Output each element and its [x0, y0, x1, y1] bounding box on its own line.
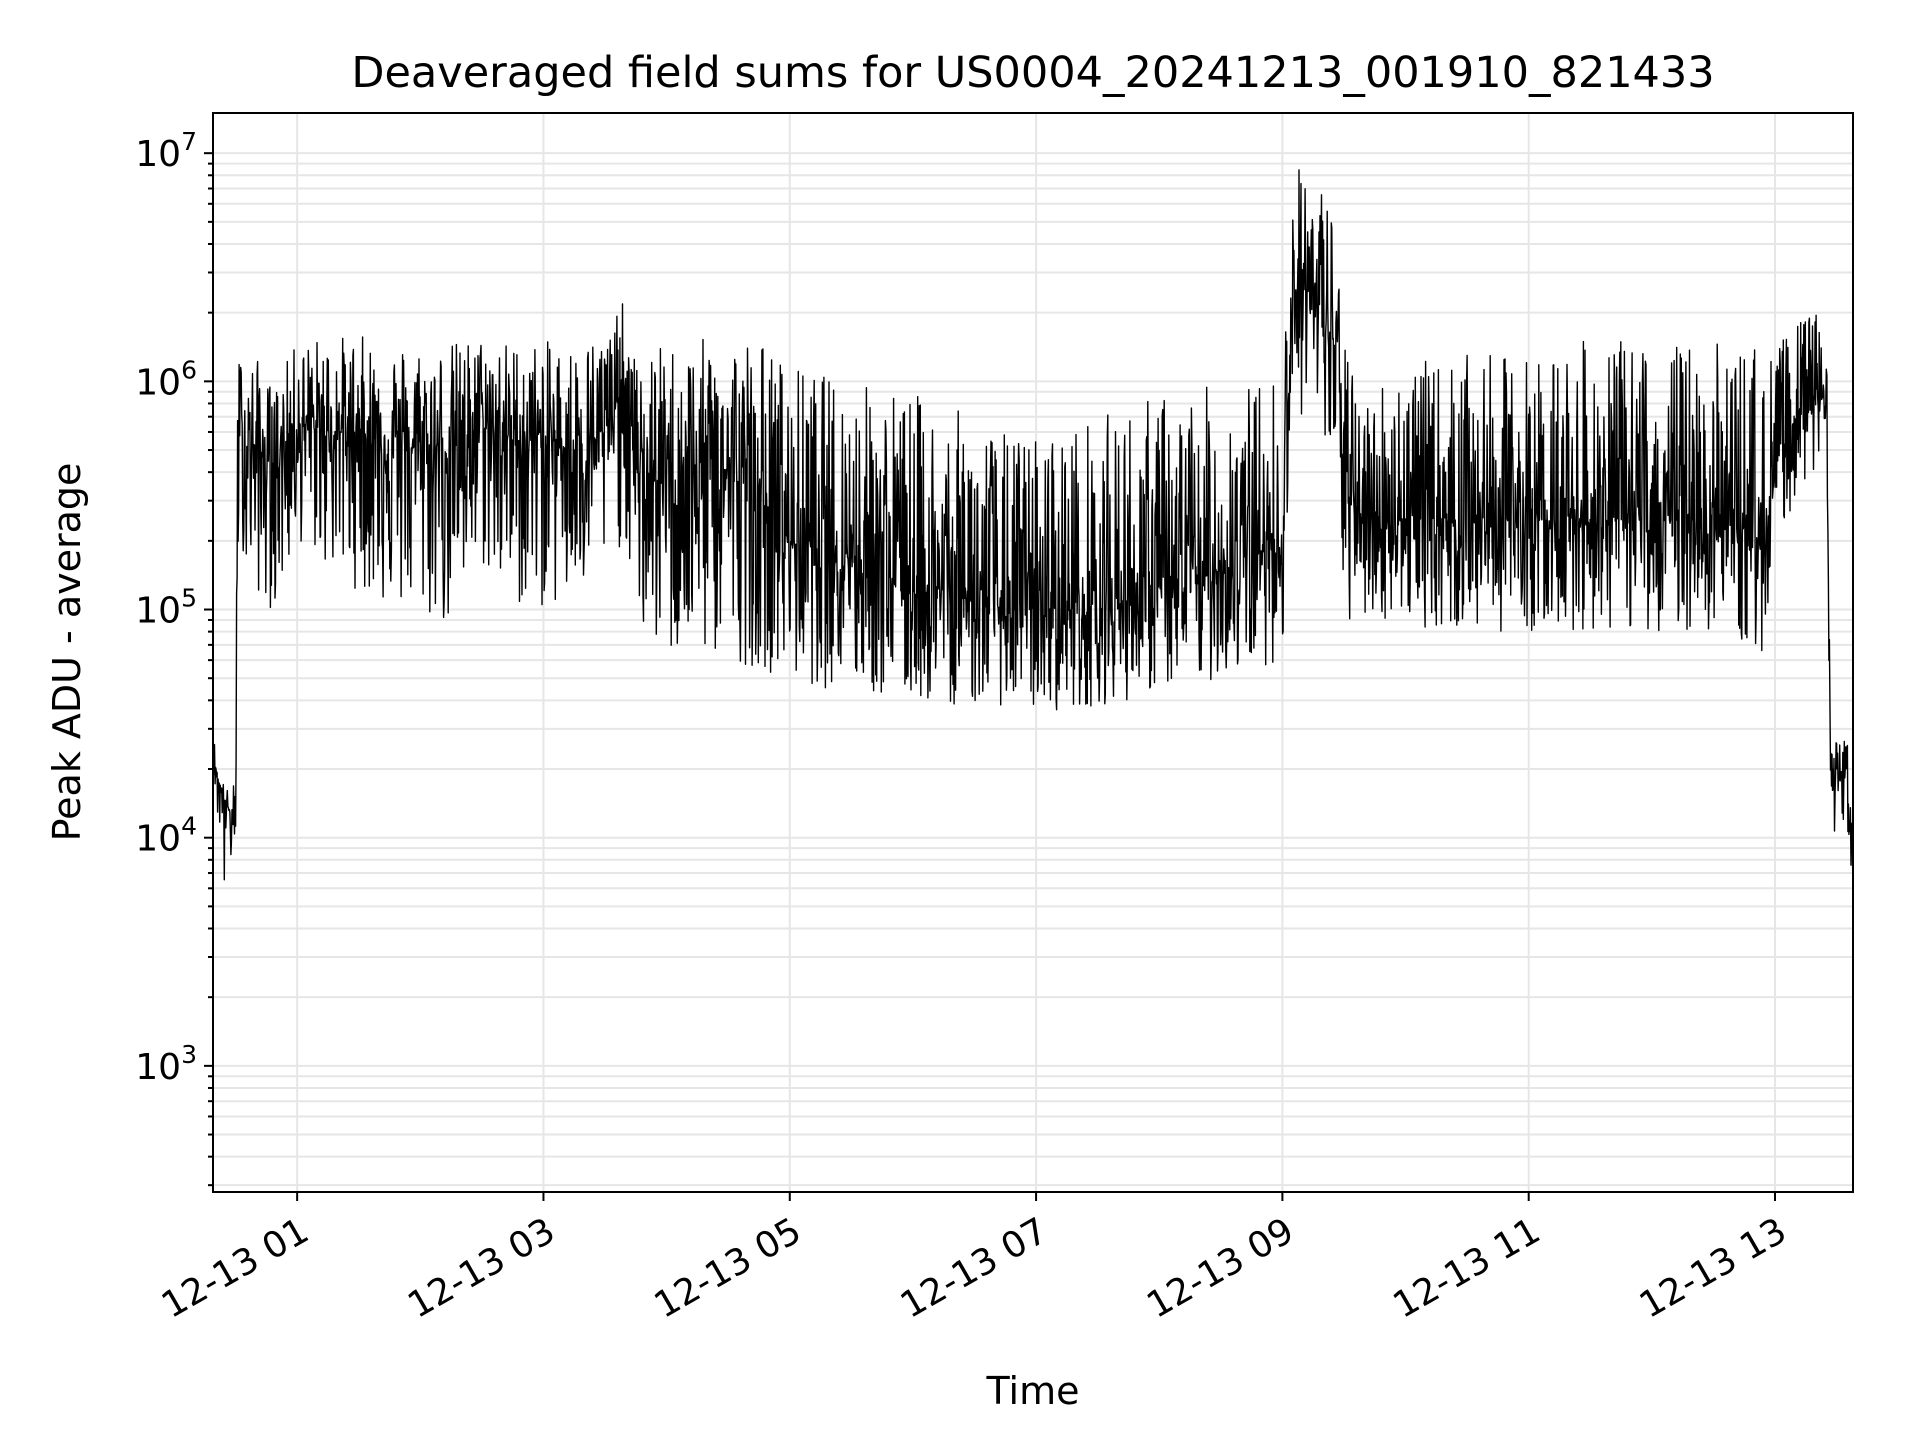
- y-tick-label: 105: [135, 584, 197, 632]
- plot-area: [212, 169, 1854, 923]
- y-axis: 103 104 105 106 107: [135, 127, 213, 1187]
- series-line: [212, 169, 1854, 923]
- chart-title: Deaveraged field sums for US0004_2024121…: [351, 48, 1714, 98]
- y-tick-label: 103: [135, 1040, 197, 1088]
- y-tick-label: 106: [135, 355, 197, 403]
- y-tick-label: 107: [135, 127, 197, 175]
- x-axis-label: Time: [986, 1369, 1080, 1413]
- plot-frame: [212, 112, 1854, 1193]
- y-axis-label: Peak ADU - average: [45, 463, 89, 842]
- y-tick-label: 104: [135, 812, 197, 860]
